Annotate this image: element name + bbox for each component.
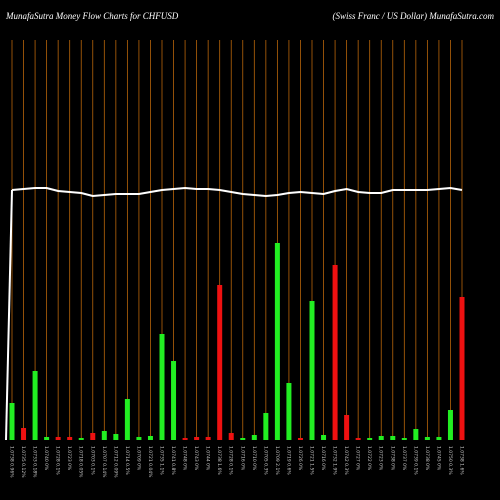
bar xyxy=(447,410,453,440)
bar xyxy=(21,428,27,440)
bar xyxy=(159,334,165,440)
bar xyxy=(194,437,200,440)
x-tick-label: 1.0741 0.8% xyxy=(170,446,176,475)
bar xyxy=(90,433,96,440)
x-tick-label: 1.0733 0.18% xyxy=(32,446,38,478)
bar xyxy=(147,436,153,440)
x-tick-label: 1.0735 1.1% xyxy=(159,446,165,475)
bar xyxy=(44,437,50,440)
x-tick-label: 1.0738 0% xyxy=(389,446,395,471)
x-tick-label: 1.0712 0.09% xyxy=(112,446,118,478)
x-tick-label: 1.0718 0.05% xyxy=(78,446,84,478)
x-tick-label: 1.0750 0.3% xyxy=(447,446,453,475)
bar xyxy=(263,413,269,440)
x-tick-label: 1.0719 0.6% xyxy=(285,446,291,475)
bar xyxy=(321,435,327,440)
bar xyxy=(101,431,107,440)
bar xyxy=(401,438,407,440)
price-line xyxy=(11,186,463,198)
x-tick-label: 1.0710 0% xyxy=(251,446,257,471)
x-tick-label: 1.0735 0.12% xyxy=(20,446,26,478)
x-tick-label: 1.0723 0% xyxy=(378,446,384,471)
x-tick-label: 1.0721 0.04% xyxy=(147,446,153,478)
bar xyxy=(205,437,211,440)
bar xyxy=(390,436,396,440)
bar xyxy=(136,437,142,440)
x-tick-label: 1.0703 0.1% xyxy=(89,446,95,475)
x-tick-label: 1.0726 0% xyxy=(297,446,303,471)
bar xyxy=(240,438,246,440)
bar xyxy=(413,429,419,440)
bar xyxy=(286,383,292,440)
bar xyxy=(217,285,223,440)
x-tick-label: 1.0716 0% xyxy=(239,446,245,471)
bar xyxy=(67,437,73,440)
x-tick-label: 1.0744 0% xyxy=(205,446,211,471)
bar xyxy=(113,434,119,440)
bar xyxy=(436,437,442,440)
x-tick-label: 1.0721 1.5% xyxy=(309,446,315,475)
x-tick-label: 1.0709 0% xyxy=(135,446,141,471)
x-tick-label: 1.0722 0% xyxy=(366,446,372,471)
x-tick-label: 1.0716 0% xyxy=(320,446,326,471)
x-tick-label: 1.0743 0% xyxy=(193,446,199,471)
bar xyxy=(228,433,234,440)
x-tick-label: 1.0723 0% xyxy=(66,446,72,471)
price-line xyxy=(5,189,13,441)
x-tick-label: 1.0737 0% xyxy=(401,446,407,471)
bar xyxy=(332,265,338,440)
bar xyxy=(171,361,177,440)
bar xyxy=(251,435,257,440)
bar xyxy=(309,301,315,440)
bar xyxy=(274,243,280,440)
x-tick-label: 1.0709 2.1% xyxy=(274,446,280,475)
bar xyxy=(78,438,84,440)
bar xyxy=(378,436,384,440)
bar xyxy=(124,399,130,440)
x-tick-label: 1.0714 0.5% xyxy=(124,446,130,475)
bar xyxy=(367,438,373,440)
x-tick-label: 1.0705 0.3% xyxy=(262,446,268,475)
x-tick-label: 1.0745 0% xyxy=(435,446,441,471)
bar xyxy=(182,438,188,440)
chart-title: MunafaSutra Money Flow Charts for CHFUSD xyxy=(5,11,179,21)
bar xyxy=(424,437,430,440)
bar xyxy=(459,297,465,440)
x-tick-label: 1.0738 0.96% xyxy=(9,446,15,478)
x-tick-label: 1.0739 0.1% xyxy=(412,446,418,475)
x-tick-label: 1.0728 0.1% xyxy=(55,446,61,475)
chart-subtitle: (Swiss Franc / US Dollar) MunafaSutra.co… xyxy=(333,11,495,21)
bar xyxy=(355,438,361,440)
x-tick-label: 1.0742 0.3% xyxy=(343,446,349,475)
bar xyxy=(55,437,61,440)
bar xyxy=(32,371,38,440)
x-tick-label: 1.0732 1.9% xyxy=(332,446,338,475)
x-tick-label: 1.0738 0% xyxy=(424,446,430,471)
x-tick-label: 1.0738 1.6% xyxy=(459,446,465,475)
bar xyxy=(297,438,303,440)
x-tick-label: 1.0748 0% xyxy=(182,446,188,471)
x-tick-label: 1.0738 1.6% xyxy=(216,446,222,475)
bar xyxy=(344,415,350,440)
x-tick-label: 1.0728 0.1% xyxy=(228,446,234,475)
bar xyxy=(9,403,15,440)
x-tick-label: 1.0740 0% xyxy=(43,446,49,471)
x-tick-label: 1.0707 0.14% xyxy=(101,446,107,478)
x-tick-label: 1.0727 0% xyxy=(355,446,361,471)
